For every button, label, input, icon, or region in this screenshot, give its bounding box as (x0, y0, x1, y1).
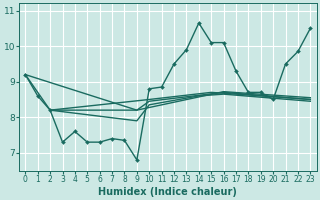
X-axis label: Humidex (Indice chaleur): Humidex (Indice chaleur) (98, 187, 237, 197)
